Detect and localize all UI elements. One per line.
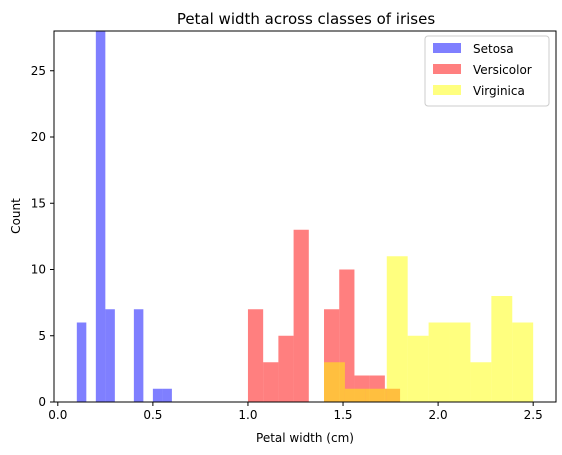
legend-swatch-versicolor — [433, 64, 461, 74]
legend-label-versicolor: Versicolor — [473, 63, 532, 77]
legend-label-virginica: Virginica — [473, 84, 525, 98]
y-tick-label: 10 — [31, 263, 46, 277]
x-tick-label: 2.5 — [524, 408, 543, 422]
x-axis-ticks: 0.0 0.5 1.0 1.5 2.0 2.5 — [48, 402, 543, 422]
bar-virginica-7 — [470, 362, 492, 402]
chart-title: Petal width across classes of irises — [177, 10, 436, 28]
legend-items: Setosa Versicolor Virginica — [433, 42, 532, 98]
bar-versicolor-0 — [247, 309, 264, 402]
y-tick-label: 15 — [31, 196, 46, 210]
y-tick-label: 0 — [38, 395, 46, 409]
y-axis-ticks: 0 5 10 15 20 25 — [31, 64, 54, 409]
y-tick-label: 20 — [31, 130, 46, 144]
bar-versicolor-3 — [293, 229, 309, 402]
bar-virginica-4 — [407, 335, 429, 402]
legend-swatch-setosa — [433, 43, 461, 53]
bar-virginica-5 — [428, 322, 450, 402]
legend: Setosa Versicolor Virginica — [424, 35, 550, 107]
x-tick-label: 0.0 — [48, 408, 67, 422]
bar-virginica-1 — [344, 388, 366, 402]
x-tick-label: 1.5 — [333, 408, 352, 422]
x-tick-label: 0.5 — [143, 408, 162, 422]
bar-setosa-3 — [105, 309, 115, 402]
bar-setosa-2 — [95, 31, 106, 402]
y-tick-label: 5 — [38, 329, 46, 343]
bar-virginica-3 — [386, 256, 408, 402]
bar-virginica-9 — [512, 322, 534, 402]
bars-layer — [76, 31, 534, 402]
x-tick-label: 1.0 — [238, 408, 257, 422]
legend-swatch-virginica — [433, 85, 461, 95]
bar-setosa-9 — [162, 388, 172, 402]
x-tick-label: 2.0 — [429, 408, 448, 422]
y-axis-label: Count — [9, 198, 23, 234]
bar-setosa-6 — [133, 309, 144, 402]
bar-versicolor-2 — [278, 335, 294, 402]
x-axis-label: Petal width (cm) — [256, 431, 354, 445]
bar-setosa-8 — [152, 388, 163, 402]
legend-label-setosa: Setosa — [473, 42, 514, 56]
y-tick-label: 25 — [31, 64, 46, 78]
bar-virginica-2 — [365, 388, 387, 402]
bar-virginica-8 — [491, 296, 513, 402]
bar-setosa-0 — [76, 322, 87, 402]
bar-versicolor-1 — [263, 362, 279, 402]
bar-virginica-0 — [324, 362, 345, 402]
plot-frame — [53, 30, 557, 403]
bar-virginica-6 — [449, 322, 471, 402]
